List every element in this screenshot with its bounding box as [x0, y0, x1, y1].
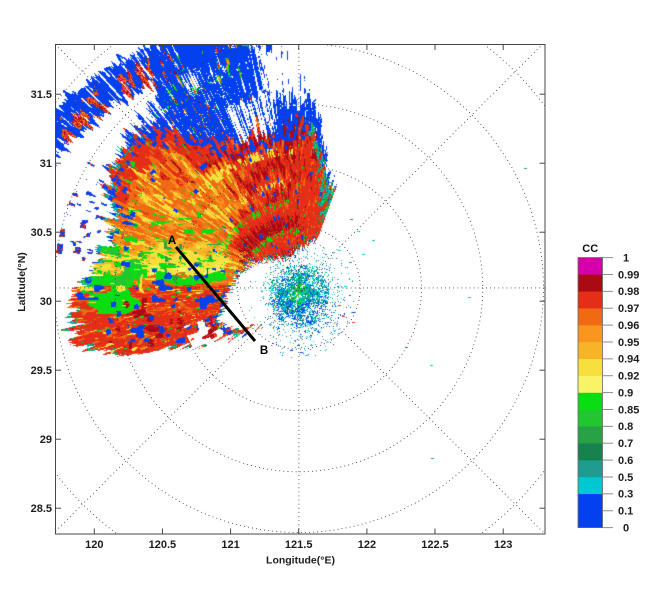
svg-text:30.5: 30.5	[31, 227, 52, 239]
svg-text:0.7: 0.7	[618, 438, 633, 450]
svg-text:0.99: 0.99	[618, 269, 639, 281]
svg-text:Latitude(°N): Latitude(°N)	[16, 252, 28, 312]
svg-text:0.92: 0.92	[618, 371, 639, 383]
svg-text:29.5: 29.5	[31, 365, 52, 377]
svg-text:0.85: 0.85	[618, 404, 639, 416]
svg-text:0.6: 0.6	[618, 455, 633, 467]
svg-text:A: A	[168, 235, 176, 247]
svg-text:0.95: 0.95	[618, 337, 639, 349]
svg-text:122.5: 122.5	[421, 539, 449, 551]
svg-text:CC: CC	[582, 243, 598, 255]
svg-text:Longitude(°E): Longitude(°E)	[266, 555, 335, 567]
svg-text:0: 0	[623, 522, 629, 534]
svg-text:B: B	[260, 345, 268, 357]
svg-text:28.5: 28.5	[31, 503, 52, 515]
svg-text:30: 30	[40, 296, 52, 308]
svg-text:120: 120	[85, 539, 103, 551]
svg-text:1: 1	[623, 252, 629, 264]
svg-text:0.9: 0.9	[618, 387, 633, 399]
svg-text:123: 123	[494, 539, 512, 551]
svg-text:0.96: 0.96	[618, 320, 639, 332]
svg-text:0.5: 0.5	[618, 472, 633, 484]
svg-text:0.98: 0.98	[618, 286, 639, 298]
svg-text:0.97: 0.97	[618, 303, 639, 315]
svg-text:121: 121	[221, 539, 239, 551]
svg-text:0.1: 0.1	[618, 506, 633, 518]
svg-text:120.5: 120.5	[149, 539, 177, 551]
svg-text:0.8: 0.8	[618, 421, 633, 433]
svg-text:121.5: 121.5	[285, 539, 313, 551]
svg-text:29: 29	[40, 434, 52, 446]
svg-text:122: 122	[358, 539, 376, 551]
svg-text:0.3: 0.3	[618, 489, 633, 501]
svg-text:0.94: 0.94	[618, 354, 640, 366]
svg-text:31: 31	[40, 158, 52, 170]
svg-text:31.5: 31.5	[31, 89, 52, 101]
